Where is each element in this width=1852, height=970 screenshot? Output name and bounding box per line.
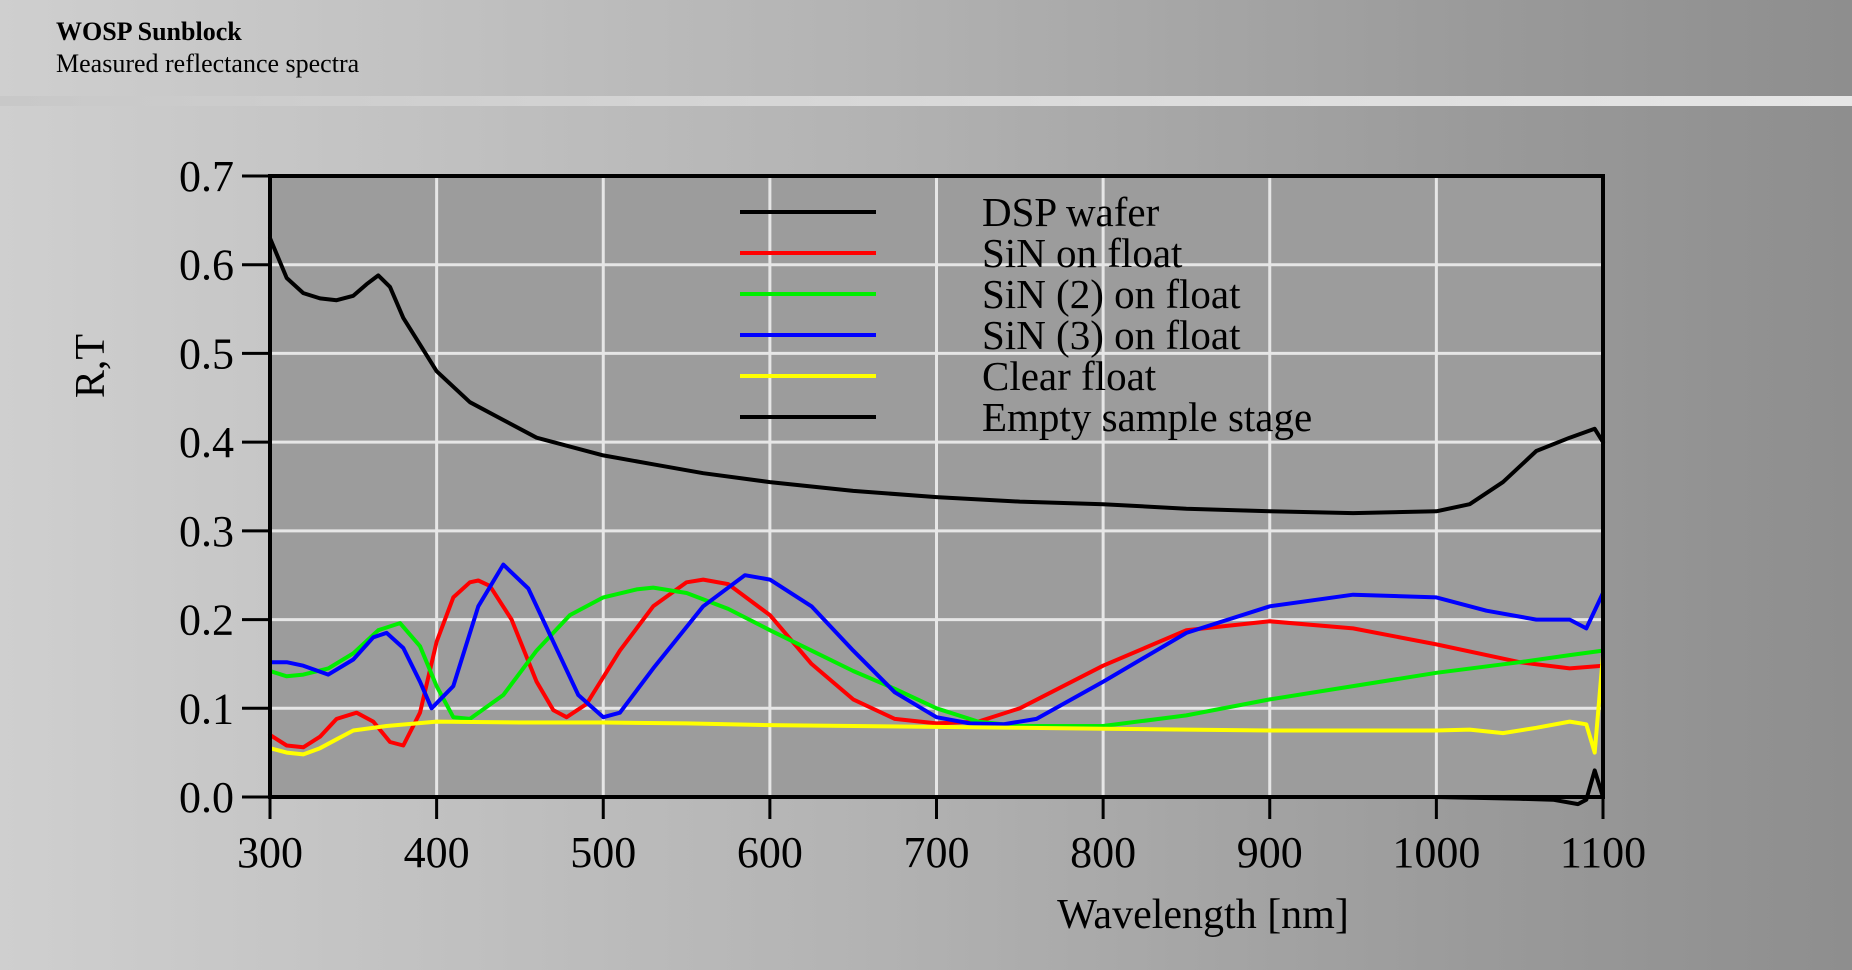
series-line-4 — [268, 562, 1605, 727]
x-tick-label: 800 — [1070, 828, 1136, 877]
header: WOSP Sunblock Measured reflectance spect… — [56, 16, 359, 80]
x-axis-label: Wavelength [nm] — [1057, 892, 1349, 938]
series-line-2 — [268, 577, 1605, 750]
series-line-3 — [268, 585, 1605, 728]
y-tick-label: 0.7 — [179, 152, 234, 201]
header-divider — [0, 96, 1852, 106]
page-title: WOSP Sunblock — [56, 17, 242, 46]
x-tick-label: 400 — [404, 828, 470, 877]
grid — [270, 176, 1603, 797]
legend-label: Empty sample stage — [982, 394, 1312, 440]
y-tick-label: 0.0 — [179, 773, 234, 822]
y-tick-label: 0.6 — [179, 241, 234, 290]
y-tick-label: 0.1 — [179, 684, 234, 733]
x-tick-label: 300 — [237, 828, 303, 877]
page-subtitle: Measured reflectance spectra — [56, 49, 360, 78]
x-tick-label: 900 — [1237, 828, 1303, 877]
x-tick-label: 700 — [904, 828, 970, 877]
y-tick-label: 0.4 — [179, 418, 234, 467]
legend-label: SiN (2) on float — [982, 271, 1241, 317]
y-tick-label: 0.3 — [179, 507, 234, 556]
legend-label: SiN (3) on float — [982, 312, 1241, 358]
axis-ticks: 300 400 500 600 700 800 900 1000 1100 0.0 0.1 0.2 0.… — [179, 152, 1646, 877]
legend-label: DSP wafer — [982, 189, 1160, 235]
plot-frame — [268, 174, 1605, 799]
x-tick-label: 600 — [737, 828, 803, 877]
y-tick-label: 0.5 — [179, 329, 234, 378]
legend-label: SiN on float — [982, 230, 1183, 276]
series-line-5 — [268, 653, 1605, 757]
x-tick-label: 500 — [570, 828, 636, 877]
series-line-1 — [268, 236, 1605, 516]
legend-label: Clear float — [982, 353, 1157, 399]
y-axis-label: R,T — [68, 334, 114, 398]
y-tick-label: 0.2 — [179, 596, 234, 645]
x-tick-label: 1100 — [1560, 828, 1646, 877]
x-tick-label: 1000 — [1392, 828, 1480, 877]
